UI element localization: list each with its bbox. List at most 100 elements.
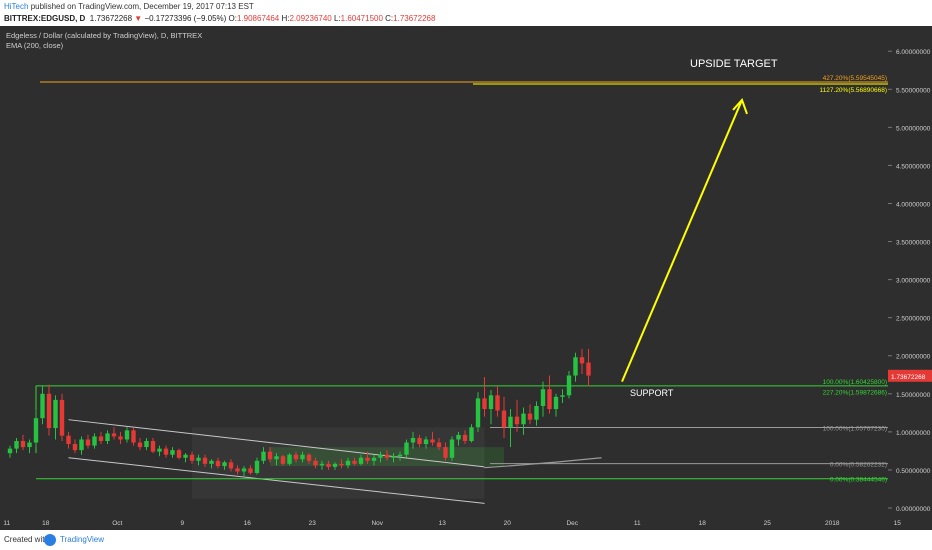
y-tick-label: 3.00000000	[896, 278, 931, 285]
tradingview-brand[interactable]: TradingView	[60, 535, 105, 544]
candle-body-down	[417, 437, 422, 445]
candle-body-up	[534, 405, 539, 420]
candle-body-up	[391, 456, 396, 458]
candle-body-down	[339, 463, 344, 466]
x-tick-label: 23	[309, 520, 317, 527]
open-value: 1.90867464	[236, 14, 280, 23]
candle-body-down	[306, 454, 312, 461]
candle-body-up	[144, 441, 149, 448]
candle-body-up	[508, 416, 513, 428]
candle-body-down	[579, 357, 585, 364]
low-value: 1.60471500	[340, 14, 383, 23]
x-tick-label: 9	[180, 520, 184, 527]
level-label: 0.00%(0.58262232)	[830, 462, 887, 469]
candle-body-down	[72, 444, 78, 451]
published-text: published on TradingView.com, December 1…	[30, 2, 254, 11]
fib-levels: 427.20%(5.59545045) 1127.20%(5.56890668) 1…	[35, 75, 888, 484]
measurement-box	[192, 427, 485, 499]
close-label: C:	[385, 14, 394, 23]
candle-body-down	[547, 389, 552, 410]
candle-body-down	[436, 442, 442, 448]
chart-header: HiTech published on TradingView.com, Dec…	[0, 0, 932, 26]
candle-body-up	[40, 393, 45, 419]
candle-body-down	[189, 454, 195, 461]
candle-body-up	[397, 454, 403, 457]
x-tick-label: Oct	[112, 520, 122, 527]
candle-body-down	[267, 451, 273, 460]
high-value: 2.09236740	[289, 14, 332, 23]
candles	[7, 348, 591, 477]
y-tick-label: 2.50000000	[896, 316, 931, 323]
open-label: O:	[228, 14, 237, 23]
candle-body-up	[79, 439, 84, 451]
candle-body-up	[449, 439, 455, 458]
candle-body-down	[501, 410, 507, 428]
candle-body-down	[365, 457, 370, 461]
publication-line: HiTech published on TradingView.com, Dec…	[4, 2, 254, 11]
candle-body-down	[384, 454, 390, 458]
chart-area[interactable]: Edgeless / Dollar (calculated by Trading…	[0, 26, 932, 530]
x-tick-label: 25	[764, 520, 772, 527]
time-axis: 1118Oct91623Nov1320Dec11182520181522Feb	[3, 520, 902, 527]
x-tick-label: 13	[439, 520, 447, 527]
projection-arrowhead-icon	[732, 98, 748, 115]
candle-body-up	[274, 456, 279, 460]
candle-body-down	[313, 460, 318, 466]
x-tick-label: Nov	[371, 520, 383, 527]
level-label: 1127.20%(5.56890668)	[820, 87, 887, 94]
candle-body-down	[111, 433, 117, 437]
channel-lower-line	[68, 457, 485, 504]
candle-body-up	[319, 463, 325, 466]
candle-body-up	[222, 462, 227, 467]
y-tick-label: 2.00000000	[896, 354, 931, 361]
candle-body-up	[33, 418, 39, 443]
candle-body-up	[423, 439, 429, 445]
candle-body-down	[46, 393, 52, 429]
candle-body-down	[495, 395, 500, 411]
candle-body-up	[456, 434, 461, 440]
candle-body-down	[352, 460, 357, 464]
candle-body-up	[378, 454, 383, 458]
candle-body-up	[371, 457, 377, 461]
candle-body-up	[105, 433, 110, 442]
candle-body-down	[586, 362, 591, 376]
close-value: 1.73672268	[393, 14, 436, 23]
candle-body-down	[176, 450, 182, 458]
candle-body-up	[53, 399, 58, 429]
candle-body-up	[170, 450, 175, 455]
candle-body-down	[98, 436, 104, 442]
ohlc-line: BITTREX:EDGUSD, D 1.73672268 ▼ −0.172733…	[4, 14, 435, 23]
footer: Created with TradingView	[0, 530, 932, 550]
last-price-label: 1.73672268	[891, 374, 926, 381]
candle-body-down	[163, 448, 169, 455]
x-tick-label: 18	[42, 520, 50, 527]
time-axis-background	[0, 514, 932, 530]
candle-body-up	[7, 448, 13, 454]
candle-body-up	[475, 398, 481, 428]
symbol-label: BITTREX:EDGUSD, D	[4, 14, 86, 23]
candle-body-up	[566, 375, 572, 396]
created-with-text: Created with	[4, 535, 49, 544]
candle-body-down	[430, 439, 435, 443]
x-tick-label: 15	[894, 520, 902, 527]
candle-body-up	[358, 457, 364, 464]
y-tick-label: 1.00000000	[896, 430, 931, 437]
level-label: 0.00%(0.38444546)	[830, 477, 887, 484]
y-tick-label: 3.50000000	[896, 240, 931, 247]
candle-body-up	[488, 395, 494, 410]
author-link[interactable]: HiTech	[4, 2, 29, 11]
x-tick-label: 2018	[825, 520, 840, 527]
candle-body-up	[157, 448, 162, 452]
candle-body-up	[300, 454, 305, 460]
x-tick-label: Dec	[566, 520, 578, 527]
candle-body-down	[235, 468, 240, 472]
price-chart[interactable]: Edgeless / Dollar (calculated by Trading…	[0, 26, 932, 530]
low-label: L:	[333, 14, 341, 23]
level-label: 100.00%(1.60425800)	[823, 379, 887, 386]
candle-body-up	[469, 427, 474, 442]
candle-body-down	[59, 399, 65, 436]
y-tick-label: 6.00000000	[896, 49, 931, 56]
y-tick-label: 0.00000000	[896, 506, 931, 513]
y-tick-label: 4.00000000	[896, 201, 931, 208]
candle-body-up	[261, 451, 266, 461]
